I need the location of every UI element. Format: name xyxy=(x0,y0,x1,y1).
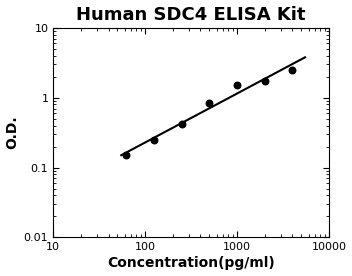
Point xyxy=(124,153,129,158)
X-axis label: Concentration(pg/ml): Concentration(pg/ml) xyxy=(107,256,275,270)
Title: Human SDC4 ELISA Kit: Human SDC4 ELISA Kit xyxy=(76,6,306,23)
Point xyxy=(262,79,268,83)
Point xyxy=(151,137,157,142)
Point xyxy=(179,122,184,126)
Point xyxy=(290,68,295,72)
Point xyxy=(234,83,240,88)
Point xyxy=(207,100,212,105)
Y-axis label: O.D.: O.D. xyxy=(6,116,20,150)
